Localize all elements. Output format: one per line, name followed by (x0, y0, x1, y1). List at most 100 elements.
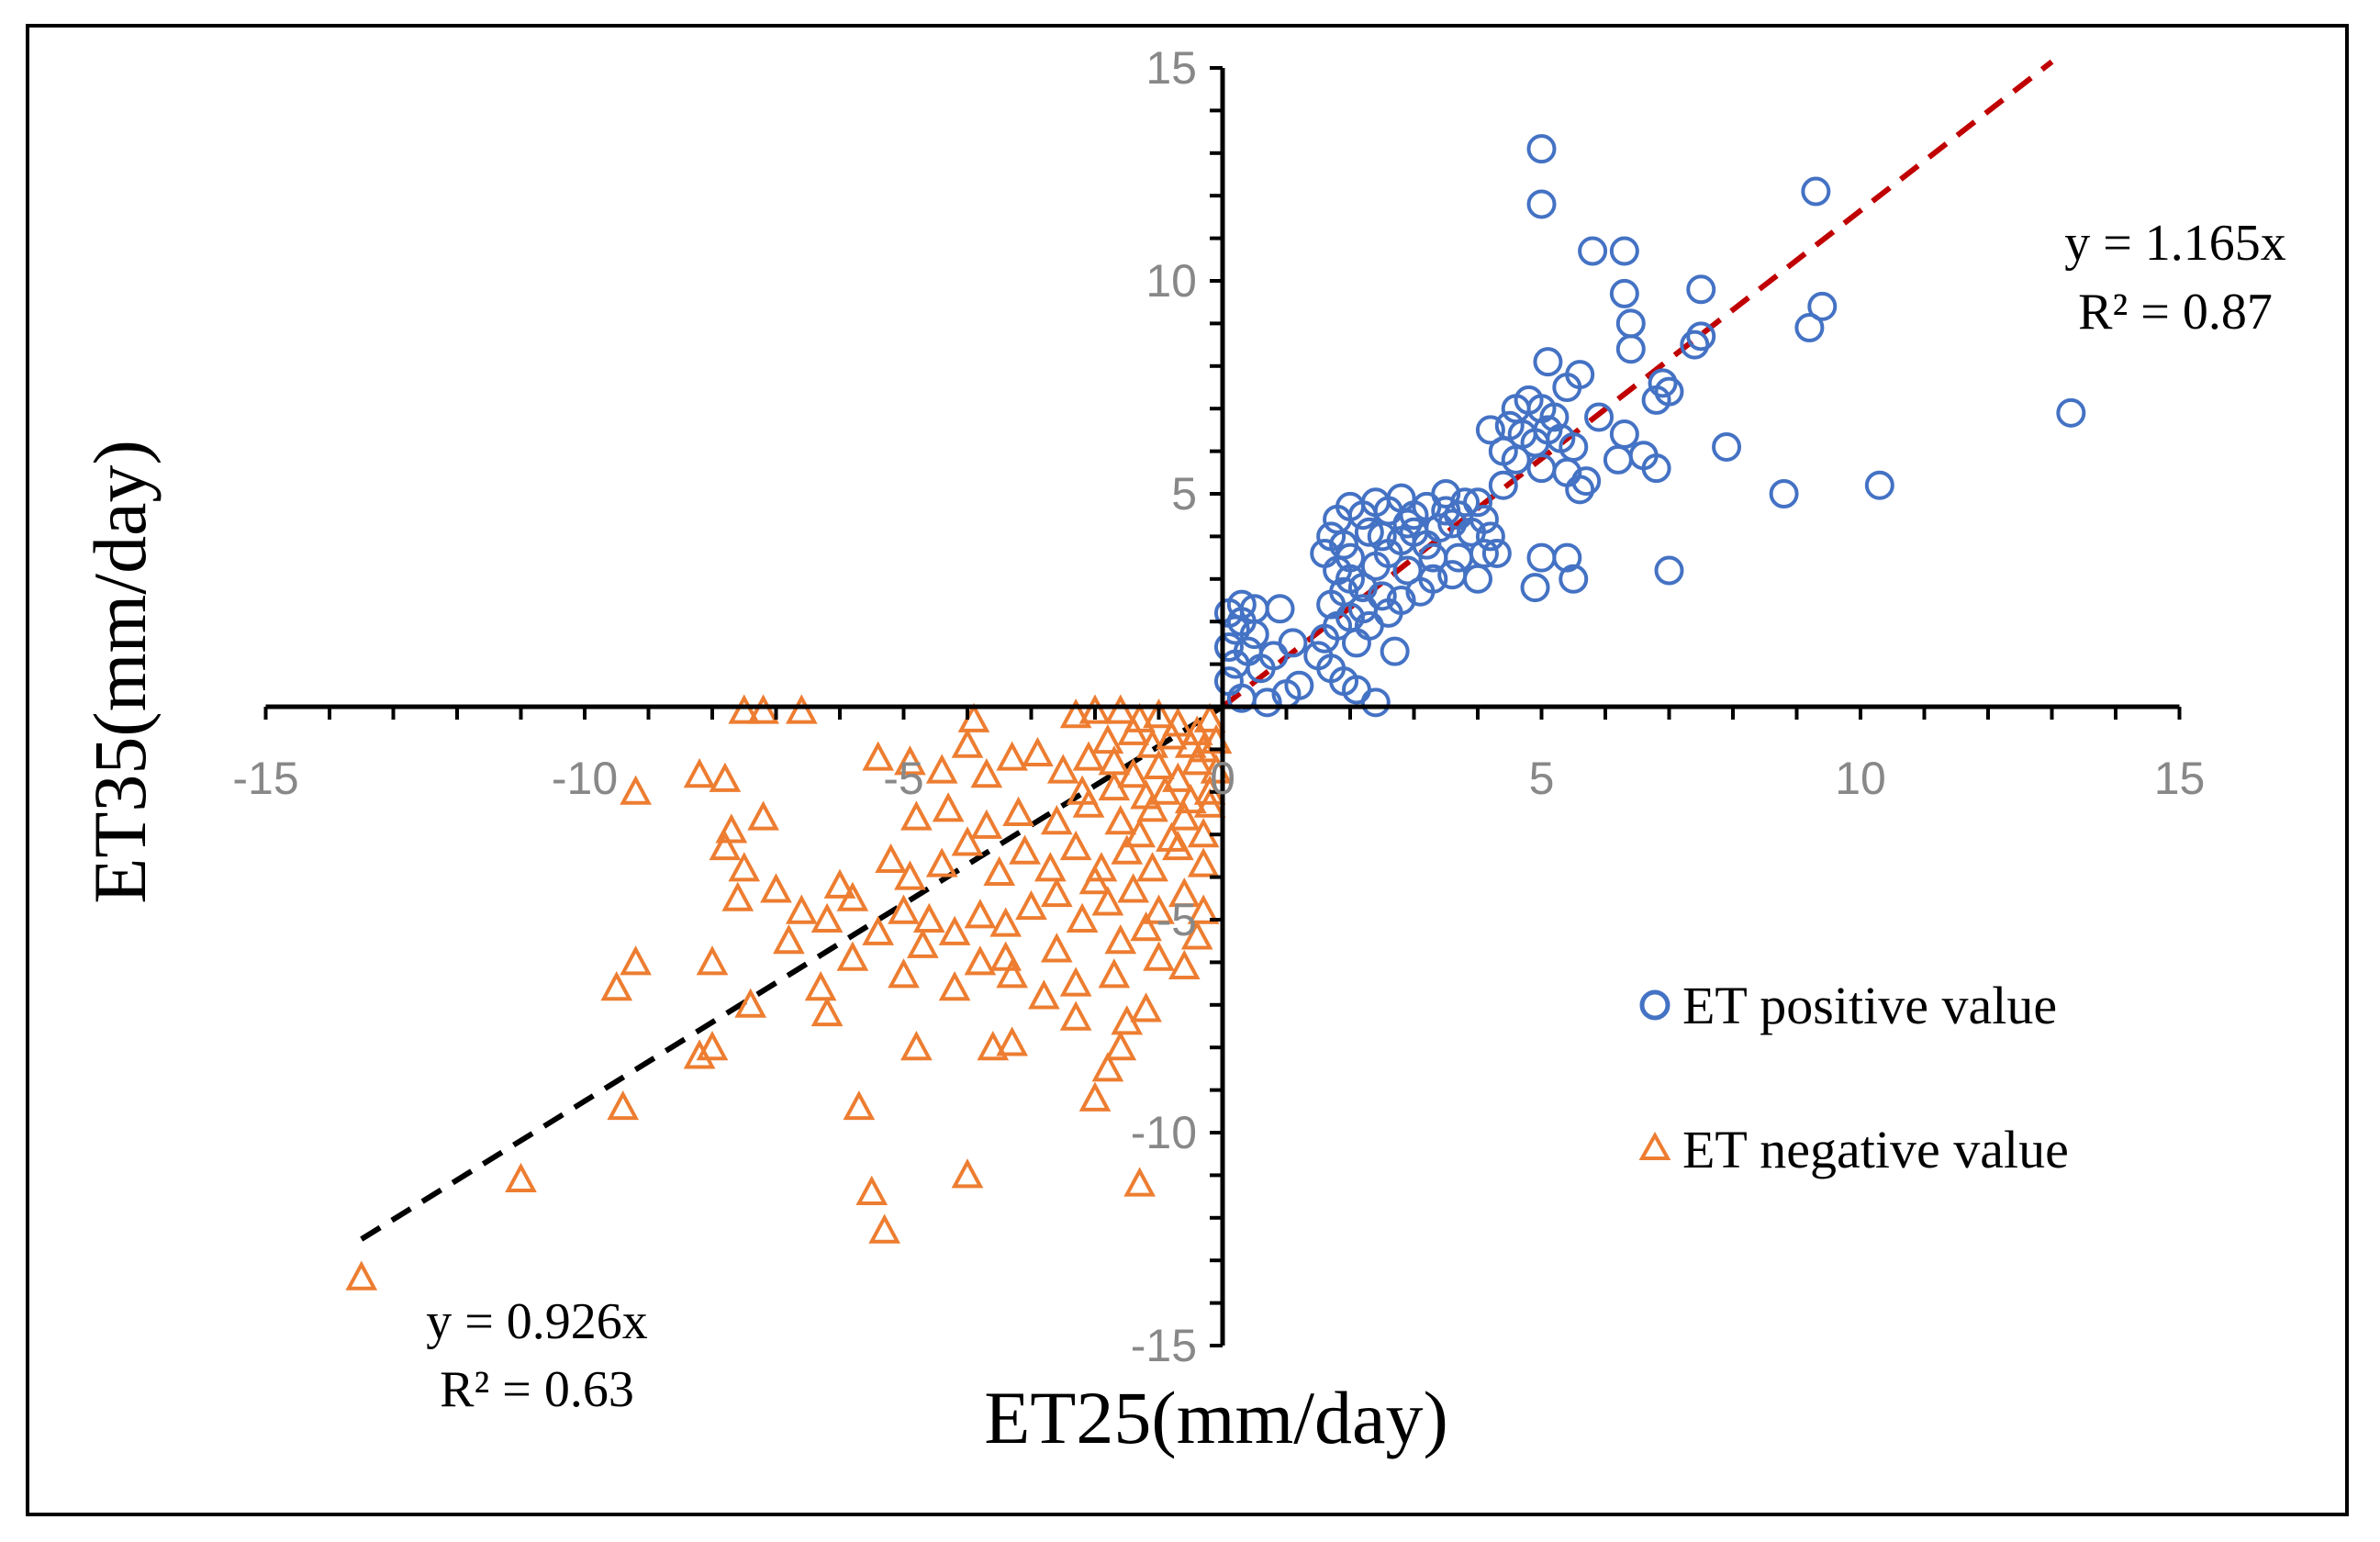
positive-point (1712, 431, 1742, 462)
negative-point (888, 958, 920, 989)
positive-point (1341, 628, 1371, 658)
positive-point (1578, 236, 1608, 266)
negative-point (728, 852, 761, 882)
negative-point (683, 758, 716, 788)
legend: ET positive value ET negative value (1638, 976, 2069, 1179)
positive-point (1226, 589, 1257, 620)
negative-point (1104, 1030, 1137, 1061)
negative-point (1193, 702, 1226, 732)
negative-point (1040, 805, 1073, 835)
positive-point (1405, 576, 1436, 607)
positive-point (1609, 278, 1639, 308)
negative-point (747, 694, 779, 724)
negative-point (970, 758, 1003, 788)
negative-point (1022, 736, 1054, 767)
negative-point (785, 894, 818, 924)
negative-point (620, 945, 652, 976)
positive-point (1686, 321, 1716, 352)
positive-point (1475, 415, 1505, 445)
positive-point (1265, 594, 1295, 624)
negative-point (1187, 847, 1220, 877)
negative-point (1143, 698, 1175, 729)
negative-point (1098, 958, 1131, 989)
positive-point (1501, 444, 1531, 475)
negative-point (1028, 979, 1060, 1010)
negative-point (1078, 865, 1112, 895)
positive-point (1533, 347, 1563, 377)
negative-point (823, 868, 856, 899)
negative-point (1117, 758, 1150, 788)
positive-point (1641, 453, 1671, 484)
negative-point (951, 826, 984, 856)
y-tick-label: -15 (1131, 1320, 1197, 1371)
positive-point (1609, 236, 1639, 266)
negative-point (1117, 715, 1150, 745)
negative-point (1104, 694, 1137, 724)
negative-point (1046, 754, 1079, 784)
negative-point (600, 971, 633, 1001)
negative-point (1174, 783, 1207, 814)
negative-point (868, 1213, 900, 1244)
positive-point (1367, 521, 1397, 552)
negative-point (1130, 779, 1162, 810)
negative-point (709, 830, 742, 861)
positive-point (1680, 330, 1710, 360)
positive-point (1571, 466, 1602, 497)
positive-point (1437, 560, 1468, 590)
positive-point (1615, 308, 1646, 339)
positive-point (1526, 134, 1557, 164)
x-axis-title: ET25(mm/day) (984, 1376, 1448, 1459)
negative-point (345, 1260, 378, 1291)
negative-point (1143, 941, 1175, 971)
negative-point (925, 754, 958, 784)
negative-point (1168, 800, 1201, 831)
positive-point (1431, 496, 1461, 526)
positive-point (1475, 521, 1505, 552)
positive-point (1686, 274, 1716, 305)
negative-point (1078, 694, 1112, 724)
positive-point (1864, 470, 1894, 500)
negative-point (1111, 834, 1144, 865)
positive-point (1794, 313, 1825, 343)
negative-point (1091, 886, 1124, 916)
negative-point (1187, 894, 1220, 924)
negative-point (785, 694, 818, 724)
positive-point (1380, 636, 1410, 666)
positive-point (1418, 542, 1448, 573)
negative-point (964, 899, 997, 929)
x-tick-label: -5 (883, 753, 923, 804)
negative-point (996, 958, 1028, 989)
negative-trend-equation: y = 0.926x (426, 1293, 648, 1350)
positive-point (1584, 402, 1615, 432)
positive-trendline (1221, 59, 2054, 710)
positive-point (1801, 176, 1831, 207)
positive-point (1392, 508, 1423, 539)
negative-point (996, 1026, 1028, 1056)
negative-point (773, 923, 805, 955)
negative-point (1123, 817, 1156, 848)
negative-point (1136, 852, 1168, 882)
y-tick-label: -5 (1156, 894, 1197, 945)
negative-point (1034, 852, 1067, 882)
positive-point (1392, 555, 1423, 586)
negative-point (696, 945, 729, 976)
negative-point (964, 945, 997, 976)
negative-point (1149, 775, 1181, 805)
negative-point (1098, 770, 1131, 801)
negative-point (1162, 762, 1194, 792)
y-axis-title: ET35(mm/day) (78, 440, 162, 904)
negative-point (804, 971, 837, 1001)
negative-point (1168, 949, 1201, 980)
x-tick-label: 5 (1529, 753, 1555, 804)
y-tick-label: 15 (1145, 42, 1197, 94)
negative-point (1130, 992, 1162, 1022)
negative-point (983, 855, 1016, 886)
positive-point (1648, 368, 1678, 398)
positive-point (1347, 573, 1378, 603)
negative-point (760, 873, 792, 903)
positive-trend-equation: y = 1.165x (2064, 215, 2286, 272)
y-tick-label: -10 (1131, 1107, 1197, 1158)
negative-point (505, 1162, 537, 1193)
positive-point (1609, 419, 1639, 450)
negative-point (1059, 967, 1092, 997)
